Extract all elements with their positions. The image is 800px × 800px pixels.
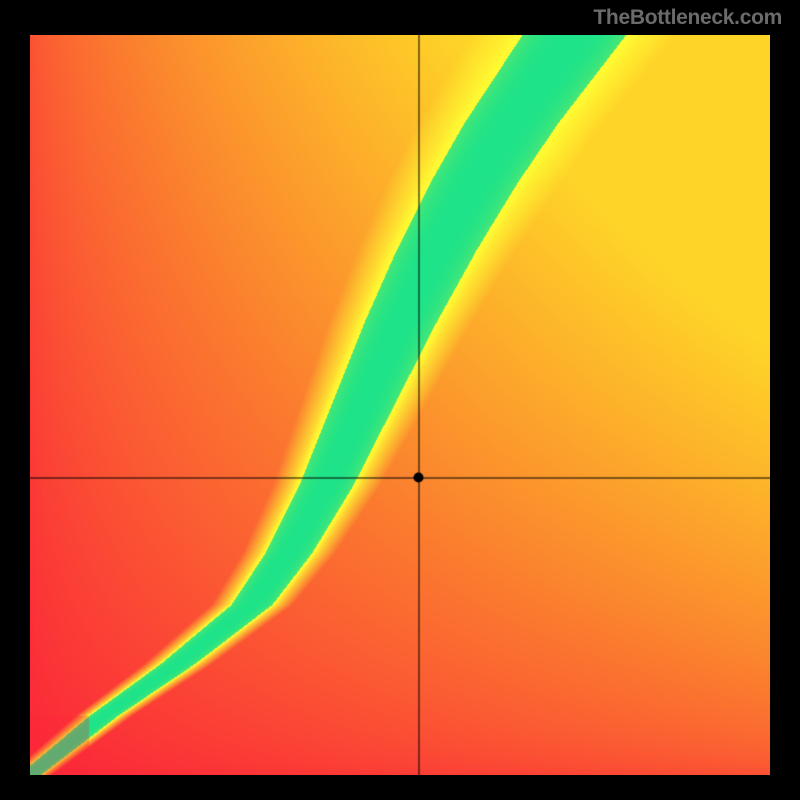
heatmap-plot [30,35,770,775]
chart-container: TheBottleneck.com [0,0,800,800]
heatmap-canvas [30,35,770,775]
watermark-text: TheBottleneck.com [593,6,782,30]
